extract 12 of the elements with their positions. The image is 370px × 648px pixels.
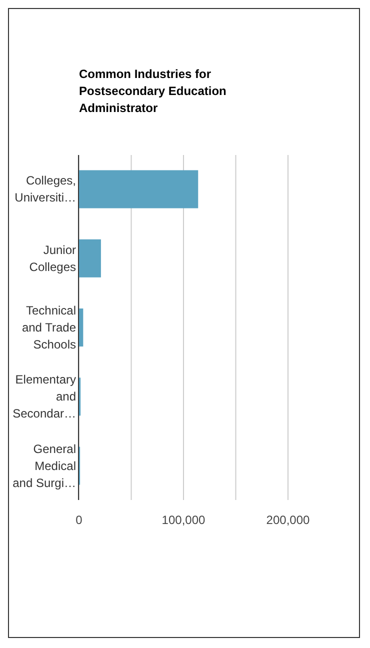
- bar: [79, 308, 84, 347]
- bar: [79, 170, 198, 208]
- y-tick-label: Elementary and Secondar…: [12, 372, 76, 421]
- bar: [79, 239, 101, 278]
- y-tick-label: Junior Colleges: [29, 242, 76, 274]
- y-tick-label: Colleges, Universiti…: [14, 174, 76, 205]
- x-tick-label: 200,000: [266, 513, 310, 527]
- x-tick-label: 0: [76, 513, 83, 527]
- chart-title: Common Industries for Postsecondary Education Administrator: [79, 67, 226, 115]
- x-tick-label: 100,000: [162, 513, 206, 527]
- y-tick-label: Technical and Trade Schools: [22, 304, 76, 352]
- y-tick-label: General Medical and Surgi…: [12, 442, 76, 490]
